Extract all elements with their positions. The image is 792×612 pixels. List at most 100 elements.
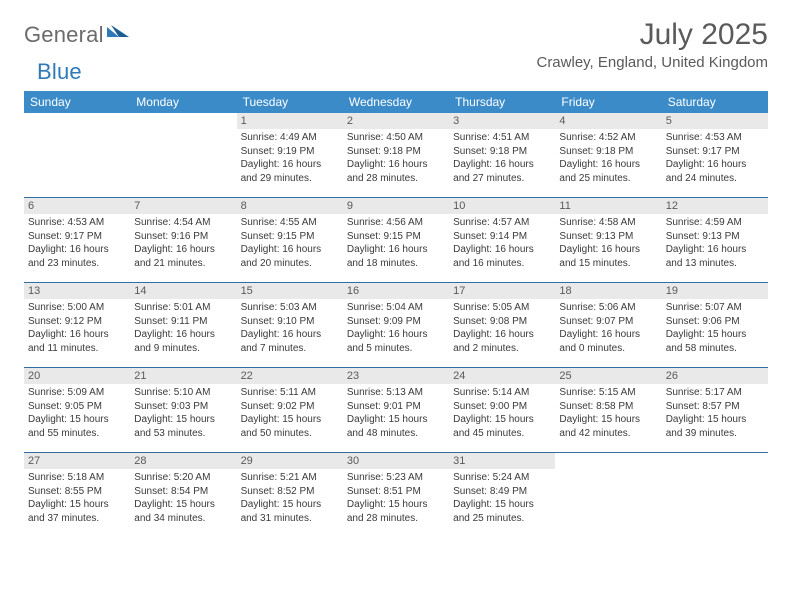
calendar-cell: 8Sunrise: 4:55 AMSunset: 9:15 PMDaylight… (237, 198, 343, 282)
day-detail-line: Sunset: 9:13 PM (666, 230, 764, 244)
day-detail-line: Daylight: 15 hours (28, 413, 126, 427)
day-detail-line: Sunset: 9:08 PM (453, 315, 551, 329)
day-detail-line: Sunset: 9:18 PM (453, 145, 551, 159)
day-detail-line: Sunrise: 4:49 AM (241, 131, 339, 145)
day-detail-line: and 2 minutes. (453, 342, 551, 356)
day-detail-line: and 9 minutes. (134, 342, 232, 356)
day-detail-line: Sunset: 9:03 PM (134, 400, 232, 414)
day-details: Sunrise: 5:18 AMSunset: 8:55 PMDaylight:… (24, 469, 130, 529)
day-details: Sunrise: 5:23 AMSunset: 8:51 PMDaylight:… (343, 469, 449, 529)
day-details: Sunrise: 5:00 AMSunset: 9:12 PMDaylight:… (24, 299, 130, 359)
day-details: Sunrise: 5:21 AMSunset: 8:52 PMDaylight:… (237, 469, 343, 529)
day-detail-line: Daylight: 16 hours (453, 243, 551, 257)
day-number: 8 (237, 198, 343, 214)
calendar-cell: 25Sunrise: 5:15 AMSunset: 8:58 PMDayligh… (555, 368, 661, 452)
day-details: Sunrise: 4:58 AMSunset: 9:13 PMDaylight:… (555, 214, 661, 274)
day-number: 16 (343, 283, 449, 299)
day-details: Sunrise: 5:05 AMSunset: 9:08 PMDaylight:… (449, 299, 555, 359)
day-detail-line: Sunrise: 5:04 AM (347, 301, 445, 315)
day-detail-line: Sunrise: 5:13 AM (347, 386, 445, 400)
calendar-cell: 13Sunrise: 5:00 AMSunset: 9:12 PMDayligh… (24, 283, 130, 367)
calendar-cell: 17Sunrise: 5:05 AMSunset: 9:08 PMDayligh… (449, 283, 555, 367)
day-detail-line: and 28 minutes. (347, 512, 445, 526)
calendar-cell: 23Sunrise: 5:13 AMSunset: 9:01 PMDayligh… (343, 368, 449, 452)
day-detail-line: Daylight: 15 hours (453, 498, 551, 512)
day-details: Sunrise: 4:53 AMSunset: 9:17 PMDaylight:… (24, 214, 130, 274)
weekday-header: Sunday (24, 91, 130, 113)
day-detail-line: Sunset: 9:15 PM (241, 230, 339, 244)
day-detail-line: Sunrise: 4:59 AM (666, 216, 764, 230)
day-number: 11 (555, 198, 661, 214)
day-number: 26 (662, 368, 768, 384)
weekday-header: Thursday (449, 91, 555, 113)
day-details: Sunrise: 5:14 AMSunset: 9:00 PMDaylight:… (449, 384, 555, 444)
calendar-cell: 27Sunrise: 5:18 AMSunset: 8:55 PMDayligh… (24, 453, 130, 537)
day-number: 23 (343, 368, 449, 384)
day-detail-line: Sunset: 9:18 PM (347, 145, 445, 159)
day-detail-line: Sunset: 9:00 PM (453, 400, 551, 414)
day-number: 25 (555, 368, 661, 384)
weekday-header: Tuesday (237, 91, 343, 113)
day-detail-line: and 50 minutes. (241, 427, 339, 441)
day-number: 24 (449, 368, 555, 384)
day-details: Sunrise: 4:56 AMSunset: 9:15 PMDaylight:… (343, 214, 449, 274)
brand-mark-icon (107, 19, 129, 42)
day-number: 12 (662, 198, 768, 214)
calendar-cell: 14Sunrise: 5:01 AMSunset: 9:11 PMDayligh… (130, 283, 236, 367)
day-number: 6 (24, 198, 130, 214)
calendar-week: 6Sunrise: 4:53 AMSunset: 9:17 PMDaylight… (24, 197, 768, 282)
day-detail-line: Daylight: 16 hours (28, 243, 126, 257)
day-details: Sunrise: 5:04 AMSunset: 9:09 PMDaylight:… (343, 299, 449, 359)
day-details: Sunrise: 4:51 AMSunset: 9:18 PMDaylight:… (449, 129, 555, 189)
day-detail-line: and 16 minutes. (453, 257, 551, 271)
calendar-week: 27Sunrise: 5:18 AMSunset: 8:55 PMDayligh… (24, 452, 768, 537)
day-detail-line: Sunset: 9:05 PM (28, 400, 126, 414)
day-detail-line: Sunrise: 4:53 AM (28, 216, 126, 230)
day-detail-line: Sunrise: 4:55 AM (241, 216, 339, 230)
day-detail-line: Sunrise: 5:07 AM (666, 301, 764, 315)
day-number: 5 (662, 113, 768, 129)
day-detail-line: Sunrise: 5:03 AM (241, 301, 339, 315)
calendar-cell: 7Sunrise: 4:54 AMSunset: 9:16 PMDaylight… (130, 198, 236, 282)
day-detail-line: and 45 minutes. (453, 427, 551, 441)
day-detail-line: Sunrise: 5:01 AM (134, 301, 232, 315)
day-detail-line: Daylight: 16 hours (559, 243, 657, 257)
day-details: Sunrise: 5:15 AMSunset: 8:58 PMDaylight:… (555, 384, 661, 444)
day-detail-line: Sunrise: 5:20 AM (134, 471, 232, 485)
day-detail-line: Sunset: 9:07 PM (559, 315, 657, 329)
calendar-page: General July 2025 Crawley, England, Unit… (0, 0, 792, 555)
day-detail-line: Daylight: 15 hours (347, 413, 445, 427)
day-details: Sunrise: 5:17 AMSunset: 8:57 PMDaylight:… (662, 384, 768, 444)
day-details: Sunrise: 5:11 AMSunset: 9:02 PMDaylight:… (237, 384, 343, 444)
day-detail-line: Sunset: 9:18 PM (559, 145, 657, 159)
weekday-header: Saturday (662, 91, 768, 113)
day-detail-line: Daylight: 16 hours (453, 158, 551, 172)
calendar-cell: 24Sunrise: 5:14 AMSunset: 9:00 PMDayligh… (449, 368, 555, 452)
day-detail-line: Sunrise: 5:23 AM (347, 471, 445, 485)
day-number: 9 (343, 198, 449, 214)
day-details: Sunrise: 4:57 AMSunset: 9:14 PMDaylight:… (449, 214, 555, 274)
day-detail-line: Sunset: 9:14 PM (453, 230, 551, 244)
day-details: Sunrise: 5:09 AMSunset: 9:05 PMDaylight:… (24, 384, 130, 444)
calendar-cell: 15Sunrise: 5:03 AMSunset: 9:10 PMDayligh… (237, 283, 343, 367)
day-detail-line: and 0 minutes. (559, 342, 657, 356)
day-detail-line: Sunset: 8:52 PM (241, 485, 339, 499)
day-number: 1 (237, 113, 343, 129)
day-detail-line: Sunrise: 4:53 AM (666, 131, 764, 145)
day-details: Sunrise: 5:13 AMSunset: 9:01 PMDaylight:… (343, 384, 449, 444)
day-detail-line: Sunset: 9:19 PM (241, 145, 339, 159)
day-details: Sunrise: 4:49 AMSunset: 9:19 PMDaylight:… (237, 129, 343, 189)
day-detail-line: Sunrise: 5:11 AM (241, 386, 339, 400)
calendar-week: 20Sunrise: 5:09 AMSunset: 9:05 PMDayligh… (24, 367, 768, 452)
location-subtitle: Crawley, England, United Kingdom (536, 54, 768, 71)
calendar-cell: 19Sunrise: 5:07 AMSunset: 9:06 PMDayligh… (662, 283, 768, 367)
day-detail-line: Daylight: 16 hours (453, 328, 551, 342)
brand-word1: General (24, 22, 104, 48)
calendar-cell: 26Sunrise: 5:17 AMSunset: 8:57 PMDayligh… (662, 368, 768, 452)
day-detail-line: and 18 minutes. (347, 257, 445, 271)
calendar: SundayMondayTuesdayWednesdayThursdayFrid… (24, 91, 768, 537)
day-detail-line: Sunrise: 4:52 AM (559, 131, 657, 145)
day-detail-line: Sunrise: 5:18 AM (28, 471, 126, 485)
day-detail-line: and 24 minutes. (666, 172, 764, 186)
calendar-cell: 11Sunrise: 4:58 AMSunset: 9:13 PMDayligh… (555, 198, 661, 282)
